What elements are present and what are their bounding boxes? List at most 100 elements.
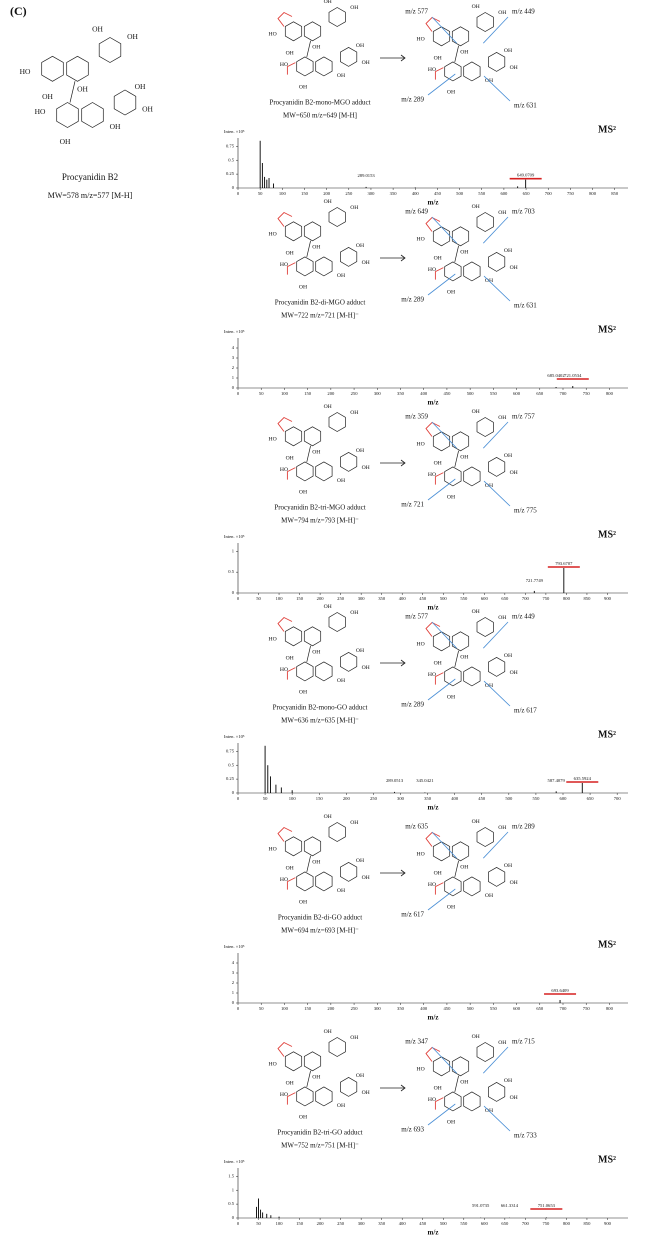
ring [476, 827, 494, 847]
atom-label: OH [472, 409, 480, 415]
bond [454, 650, 459, 667]
atom-label: OH [447, 90, 455, 96]
atom-label: HO [268, 636, 276, 642]
atom-label: HO [268, 1061, 276, 1067]
atom-label: OH [362, 1090, 370, 1096]
x-tick-label: 100 [276, 596, 284, 601]
ring [315, 1086, 333, 1107]
ring [451, 226, 470, 247]
ring [476, 417, 494, 437]
peak-label: 721.7749 [526, 578, 544, 583]
ring [328, 7, 346, 27]
ring [284, 626, 303, 647]
ring [463, 666, 481, 687]
ring [451, 1056, 470, 1077]
atom-label: HO [268, 436, 276, 442]
x-tick-label: 850 [584, 1221, 592, 1226]
x-tick-label: 600 [560, 796, 568, 801]
x-tick-label: 350 [378, 1221, 386, 1226]
y-tick-label: 0 [232, 590, 235, 595]
fragment-arrow [431, 16, 457, 44]
ring [463, 61, 481, 82]
x-tick-label: 0 [237, 391, 240, 396]
atom-label: OH [362, 875, 370, 881]
x-tick-label: 150 [304, 391, 312, 396]
arrow [380, 459, 406, 467]
x-tick-label: 300 [358, 596, 366, 601]
fragment-label: m/z 577 [405, 613, 428, 621]
x-tick-label: 0 [237, 1221, 240, 1226]
x-tick-label: 700 [522, 1221, 530, 1226]
x-tick-label: 200 [327, 391, 335, 396]
x-tick-label: 800 [563, 596, 571, 601]
y-tick-label: 0.25 [226, 776, 235, 781]
adduct-group [425, 1046, 444, 1110]
x-tick-label: 250 [370, 796, 378, 801]
ring [488, 51, 506, 72]
ring [98, 37, 122, 63]
y-tick-label: 1 [232, 548, 235, 553]
ring [476, 12, 494, 32]
ring [340, 46, 358, 67]
x-tick-label: 550 [490, 1006, 498, 1011]
x-tick-label: 700 [560, 1006, 568, 1011]
x-tick-label: 350 [397, 391, 405, 396]
ring [113, 89, 137, 116]
atom-label: OH [350, 205, 358, 211]
y-axis-label: Inten. ×10⁵ [224, 129, 245, 134]
fragment-arrow [483, 621, 509, 649]
fragment-arrow [431, 1046, 457, 1074]
atom-label: OH [312, 650, 320, 656]
ring [284, 426, 303, 447]
x-tick-label: 650 [536, 391, 544, 396]
fragment-arrow [427, 73, 456, 96]
atom-label: HO [35, 107, 46, 116]
ring [81, 102, 104, 128]
ring [432, 431, 451, 452]
fragment-arrow [483, 216, 509, 244]
atom-label: OH [510, 880, 518, 886]
ring [340, 651, 358, 672]
atom-label: OH [362, 465, 370, 471]
x-tick-label: 600 [481, 596, 489, 601]
ring [340, 451, 358, 472]
bond [454, 1075, 459, 1092]
x-tick-label: 650 [536, 1006, 544, 1011]
bond [306, 40, 311, 57]
ring [303, 221, 322, 242]
x-tick-label: 550 [460, 596, 468, 601]
atom-label: HO [268, 31, 276, 37]
x-tick-label: 700 [545, 191, 553, 196]
adduct-group [425, 216, 444, 280]
peak-label: 649.0709 [517, 173, 535, 178]
fragment-arrow [483, 275, 511, 302]
fragment-label: m/z 617 [401, 911, 424, 919]
bond [69, 81, 76, 103]
y-tick-label: 1 [232, 990, 235, 995]
atom-label: HO [428, 472, 436, 478]
fragment-arrow [427, 478, 456, 501]
fragment-arrow [483, 421, 509, 449]
atom-label: OH [135, 82, 146, 91]
atom-label: HO [416, 1066, 424, 1072]
ring [315, 56, 333, 77]
atom-label: OH [350, 5, 358, 11]
x-tick-label: 800 [563, 1221, 571, 1226]
atom-label: OH [434, 460, 442, 466]
x-tick-label: 50 [259, 391, 264, 396]
ring [340, 861, 358, 882]
fragment-arrow [483, 480, 511, 507]
atom-label: OH [350, 1035, 358, 1041]
fragment-arrow [427, 273, 456, 296]
ring [315, 256, 333, 277]
x-tick-label: 700 [614, 796, 622, 801]
fragment-label: m/z 703 [512, 208, 535, 216]
peak-label: 289.0513 [386, 778, 404, 783]
fragment-arrow [483, 16, 509, 44]
y-tick-label: 3 [232, 970, 235, 975]
y-tick-label: 1 [232, 375, 235, 380]
atom-label: HO [268, 231, 276, 237]
x-tick-label: 50 [258, 191, 263, 196]
bond [454, 245, 459, 262]
x-tick-label: 350 [424, 796, 432, 801]
